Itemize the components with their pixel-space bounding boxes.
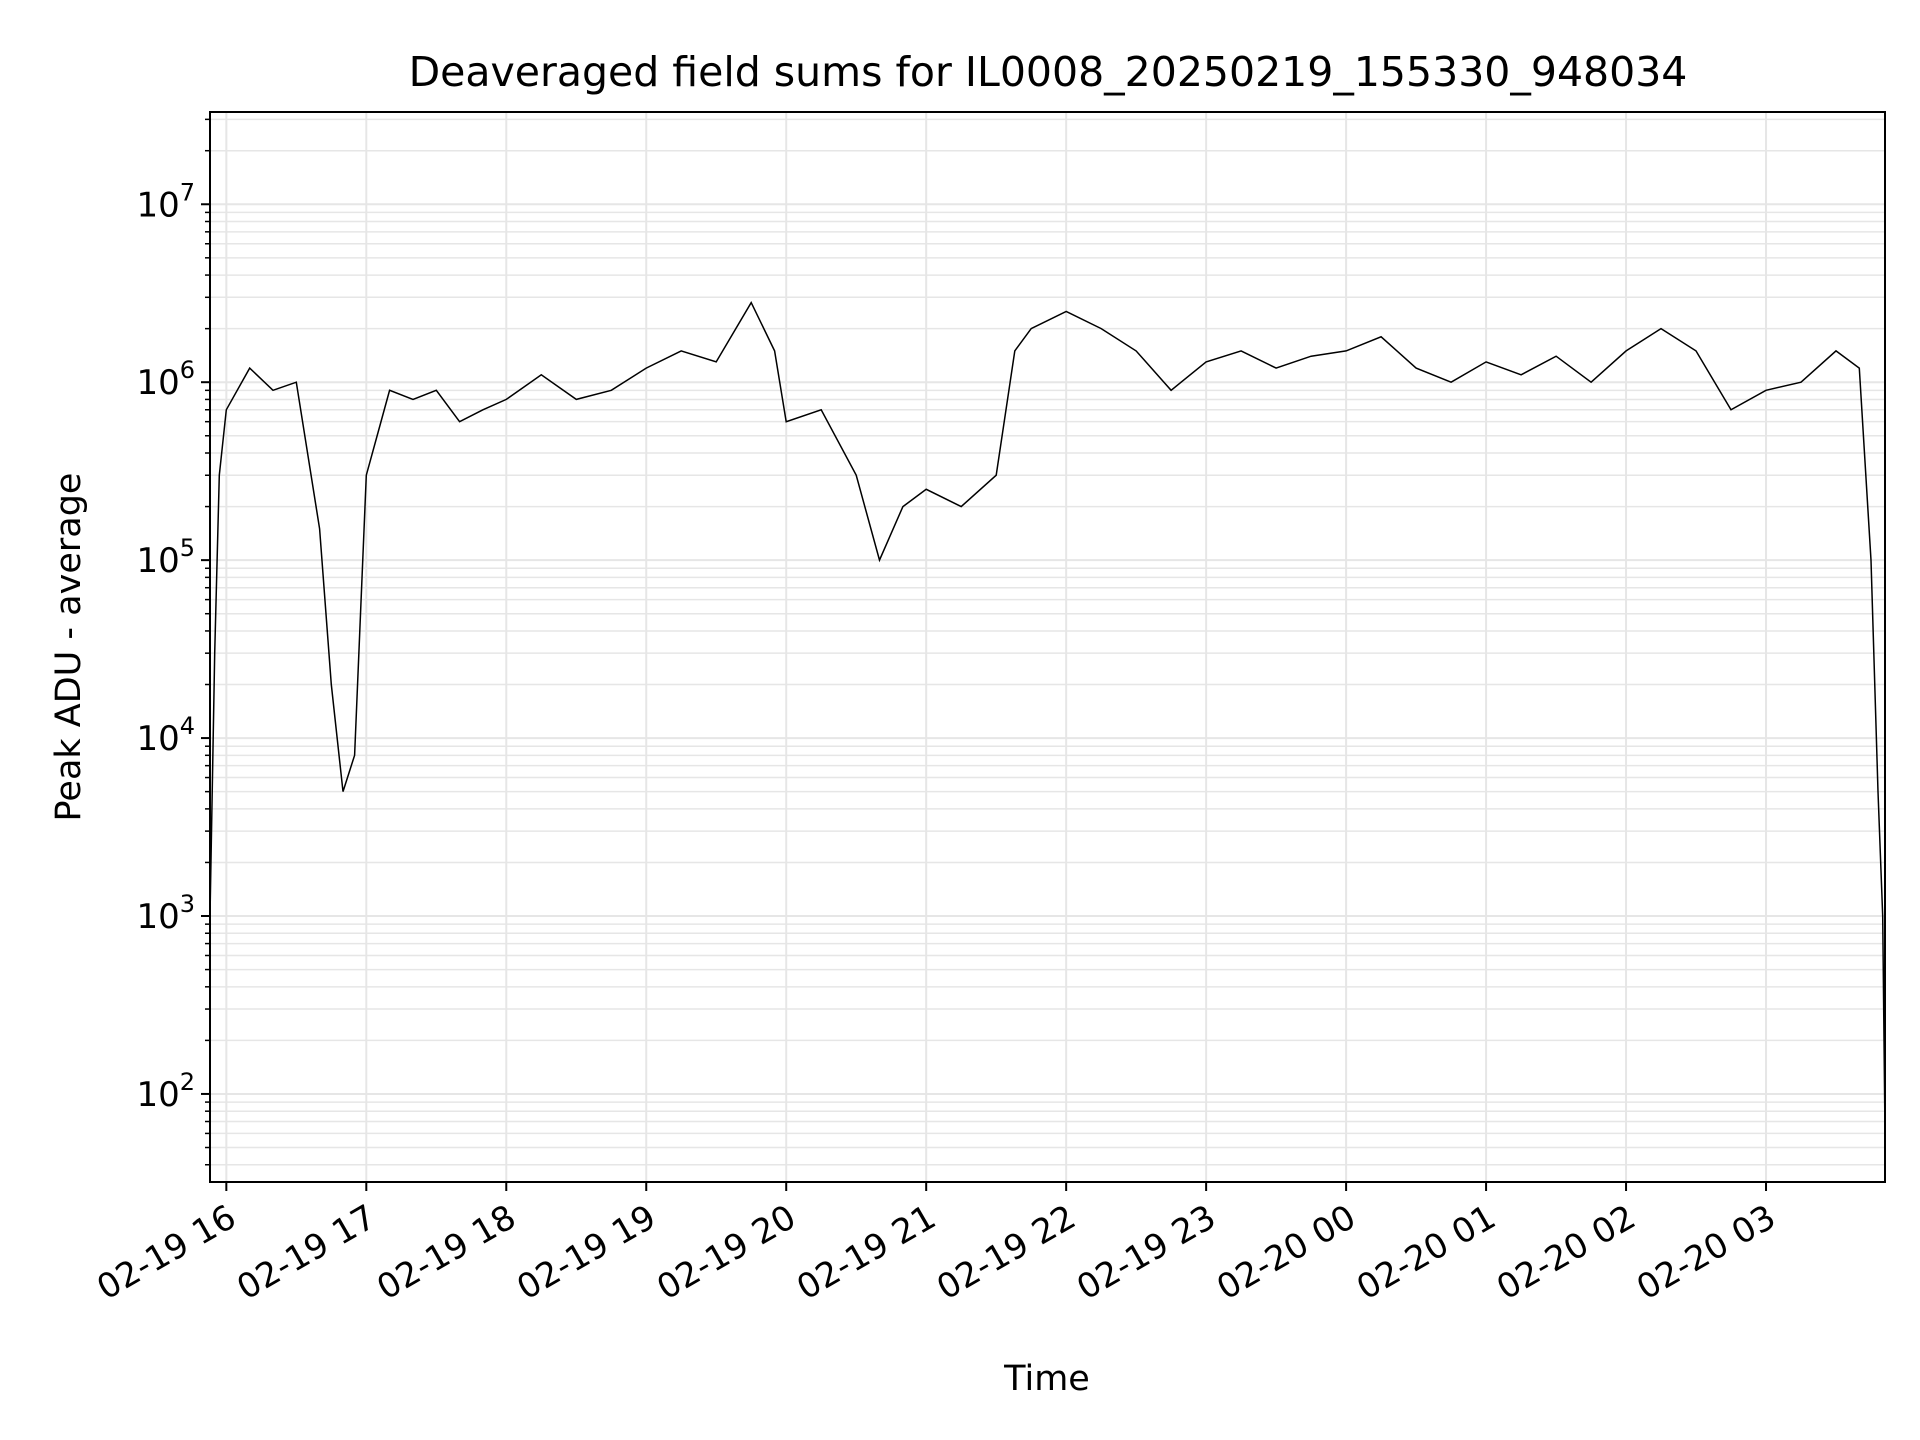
plot-frame [209,111,1886,1183]
y-tick-label: 102 [136,1068,195,1115]
y-tick-label: 106 [136,356,195,403]
y-tick-label: 104 [136,712,195,759]
chart-title: Deaveraged field sums for IL0008_2025021… [409,48,1688,96]
grid-lines [210,112,1885,1182]
y-axis: 102 103 104 105 106 107 [136,118,210,1166]
y-tick-label: 107 [136,178,195,225]
y-tick-label: 103 [136,890,195,937]
series-layer [209,301,1886,1134]
x-axis-label: Time [1003,1359,1090,1399]
y-axis-label: Peak ADU - average [49,473,89,822]
series-line [209,301,1886,1134]
y-tick-label: 105 [136,534,195,581]
